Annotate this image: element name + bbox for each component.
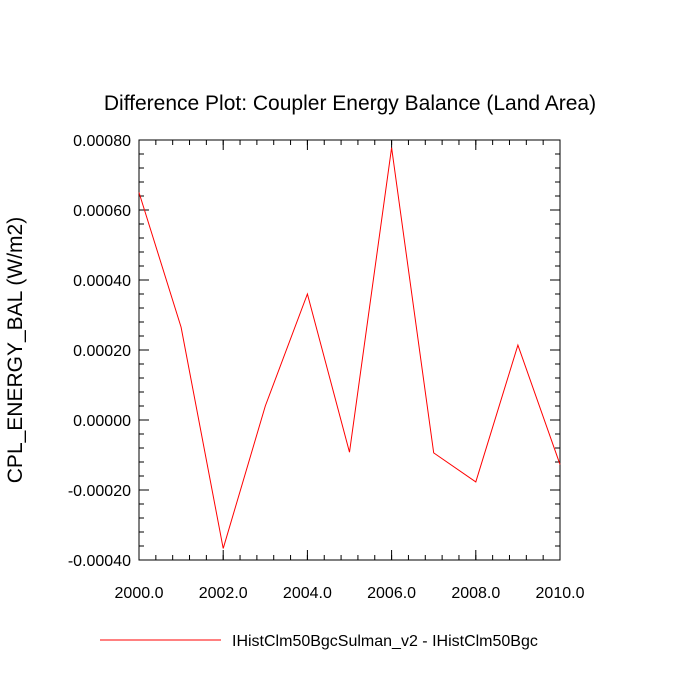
y-tick-label: 0.00080 — [73, 133, 131, 150]
legend: IHistClm50BgcSulman_v2 - IHistClm50Bgc — [100, 633, 538, 650]
x-tick-label: 2000.0 — [115, 585, 164, 602]
y-tick-label: -0.00040 — [68, 553, 131, 570]
chart-title: Difference Plot: Coupler Energy Balance … — [104, 92, 596, 115]
y-tick-label: 0.00000 — [73, 413, 131, 430]
series-layer — [138, 147, 561, 549]
y-tick-label: 0.00040 — [73, 273, 131, 290]
x-tick-label: 2010.0 — [536, 585, 585, 602]
x-tick-label: 2002.0 — [199, 585, 248, 602]
series-line — [138, 147, 561, 549]
plot-area — [138, 139, 561, 561]
plot-frame — [138, 139, 561, 561]
y-tick-label: 0.00020 — [73, 343, 131, 360]
x-tick-label: 2008.0 — [451, 585, 500, 602]
y-axis: -0.00040 -0.00020 0.00000 0.00020 0.00040 0.0… — [68, 133, 560, 570]
y-tick-label: 0.00060 — [73, 203, 131, 220]
x-tick-label: 2004.0 — [283, 585, 332, 602]
y-axis-title: CPL_ENERGY_BAL (W/m2) — [4, 217, 27, 483]
y-tick-label: -0.00020 — [68, 483, 131, 500]
x-axis: 2000.0 2002.0 2004.0 2006.0 2008.0 2010.0 — [115, 140, 585, 602]
legend-label: IHistClm50BgcSulman_v2 - IHistClm50Bgc — [232, 633, 538, 650]
x-tick-label: 2006.0 — [367, 585, 416, 602]
